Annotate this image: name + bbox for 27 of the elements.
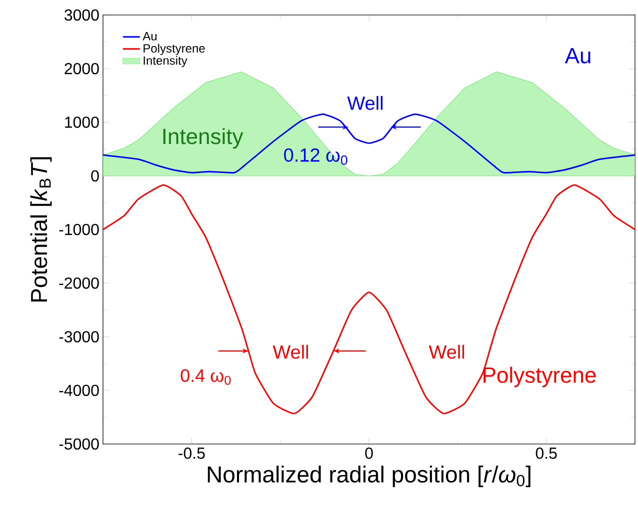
y-tick-label: 3000 (64, 9, 99, 21)
annotation: 0.4 ω$_{0}$ (180, 369, 231, 385)
y-axis-title: Potential [k$_{B}$T] (30, 157, 52, 302)
annotation: 0.12 ω$_{0}$ (284, 148, 348, 165)
x-tick-label: 0.5 (536, 448, 557, 459)
legend-label: Polystyrene (144, 44, 205, 55)
y-tick-label: -3000 (59, 331, 99, 342)
legend-label: Au (142, 32, 157, 40)
annotation: Au (564, 48, 590, 64)
y-tick-label: -2000 (59, 277, 99, 289)
y-tick-label: 0 (91, 170, 99, 182)
x-axis-title: Normalized radial position [r/ω$_{0}$] (208, 466, 530, 488)
x-tick-label: 0 (365, 448, 373, 459)
legend-label: Intensity (144, 56, 188, 68)
y-tick-label: -5000 (59, 438, 99, 450)
annotation: Well (347, 96, 382, 110)
y-tick-label: 1000 (65, 116, 99, 128)
line-series (103, 184, 636, 414)
annotation: Well (428, 344, 464, 359)
annotation: Intensity (163, 128, 244, 149)
x-tick-label: -0.5 (178, 448, 205, 459)
line-series (103, 113, 636, 174)
y-tick-label: -1000 (59, 224, 99, 236)
y-tick-label: -4000 (59, 384, 99, 396)
y-tick-label: 2000 (64, 62, 99, 74)
annotation: Well (272, 344, 308, 359)
annotation: Polystyrene (484, 366, 596, 388)
